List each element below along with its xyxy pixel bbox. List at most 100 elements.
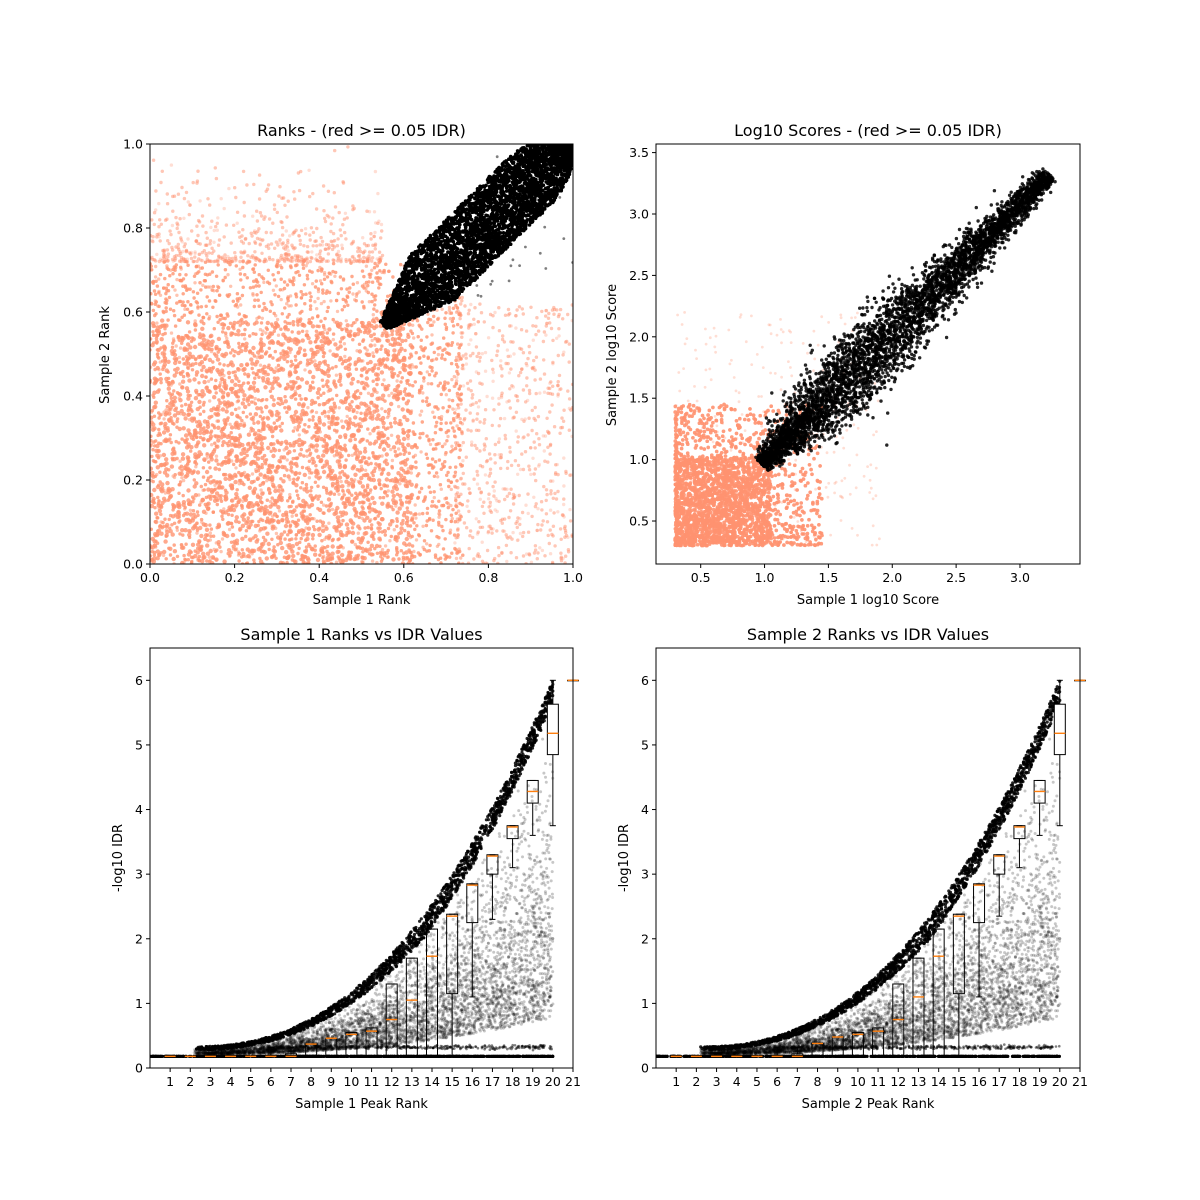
ranks-red-point [526,492,530,496]
ranks-red-point [497,424,501,428]
ranks-red-point [291,323,296,327]
ranks-red-point [210,270,215,274]
ranks-red-point [238,272,243,276]
ranks-red-point [170,223,175,228]
ranks-red-point [471,419,475,424]
ranks-red-point [209,259,213,264]
ranks-red-point [412,549,416,554]
ranks-red-point [407,451,411,455]
ranks-red-point [530,408,534,413]
ranks-red-point [413,527,417,532]
ranks-red-point [534,391,538,396]
ranks-red-point [486,531,490,535]
ranks-scatter-panel: Ranks - (red >= 0.05 IDR) Sample 1 Rank … [98,121,583,608]
ranks-red-point [272,203,277,207]
ranks-red-point [323,414,328,418]
ranks-red-point [372,210,377,214]
ranks-red-point [260,238,264,243]
ranks-red-point [357,259,362,264]
ranks-red-point [461,384,466,388]
ranks-red-point [285,257,290,261]
ranks-red-point [150,238,154,243]
ranks-red-point [463,482,467,486]
ranks-red-point [232,354,236,358]
ranks-red-point [532,495,536,499]
ranks-red-point [306,405,310,410]
ranks-red-point [280,257,284,262]
ranks-red-point [260,332,264,337]
ranks-red-point [366,540,370,544]
ranks-red-point [555,336,559,340]
ranks-red-point [215,259,219,264]
ranks-red-point [525,376,529,380]
ranks-red-point [453,484,457,489]
ranks-red-point [346,303,350,307]
ranks-red-point [399,262,403,267]
ranks-red-point [455,441,460,445]
ranks-red-point [205,243,209,247]
ranks-red-point [521,554,526,558]
ranks-red-point [514,314,518,318]
ranks-red-point [379,222,384,227]
ranks-red-point [567,342,571,346]
ranks-red-point [335,252,339,256]
ranks-red-point [362,286,366,290]
ranks-red-point [297,471,302,475]
ranks-red-point [354,367,359,371]
ranks-red-point [529,472,533,477]
ranks-red-point [345,414,349,419]
ranks-red-point [200,214,205,218]
ranks-red-point [222,206,226,211]
ranks-red-point [478,420,482,424]
ranks-red-point [192,259,196,264]
ranks-red-point [162,252,166,256]
ranks-red-point [505,559,509,564]
ranks-red-point [253,396,257,401]
ranks-red-point [233,251,237,255]
ranks-red-point [443,442,447,446]
ranks-red-point [499,453,503,457]
ranks-red-point [434,424,438,428]
ranks-red-point [321,354,326,359]
ranks-red-point [372,234,376,239]
ranks-red-point [308,307,313,311]
ranks-red-point [393,416,397,421]
ranks-red-point [297,188,302,193]
ranks-red-point [299,259,304,264]
ranks-red-point [497,553,501,558]
ranks-red-point [436,352,441,357]
ranks-title: Ranks - (red >= 0.05 IDR) [257,121,466,140]
ranks-red-point [472,317,476,321]
ranks-red-point [438,483,443,487]
ranks-red-point [251,254,255,258]
ranks-red-point [497,306,501,310]
ranks-red-point [366,391,371,395]
ranks-red-point [488,467,493,471]
ranks-red-point [375,257,379,261]
ranks-red-point [377,219,381,223]
ranks-red-point [482,320,486,324]
ranks-red-point [545,492,549,497]
ranks-red-point [195,510,200,514]
ranks-red-point [554,463,558,467]
ranks-red-point [198,252,202,257]
ranks-red-point [238,267,242,271]
ranks-red-point [196,233,200,238]
ranks-red-point [479,490,483,494]
ranks-red-point [532,358,536,363]
ranks-red-point [336,555,340,559]
ranks-red-point [322,271,327,275]
ranks-red-point [505,348,510,352]
ranks-red-point [279,277,283,281]
ranks-red-point [299,169,303,174]
ranks-red-point [296,518,301,522]
ranks-red-point [495,509,499,514]
ranks-red-point [155,321,159,325]
ranks-red-point [292,247,296,251]
ranks-red-point [344,319,348,323]
ranks-red-point [521,436,525,440]
ranks-xlabel: Sample 1 Rank [313,593,411,608]
ranks-red-point [320,378,325,382]
ranks-red-point [414,516,418,520]
ranks-red-point [339,479,343,484]
